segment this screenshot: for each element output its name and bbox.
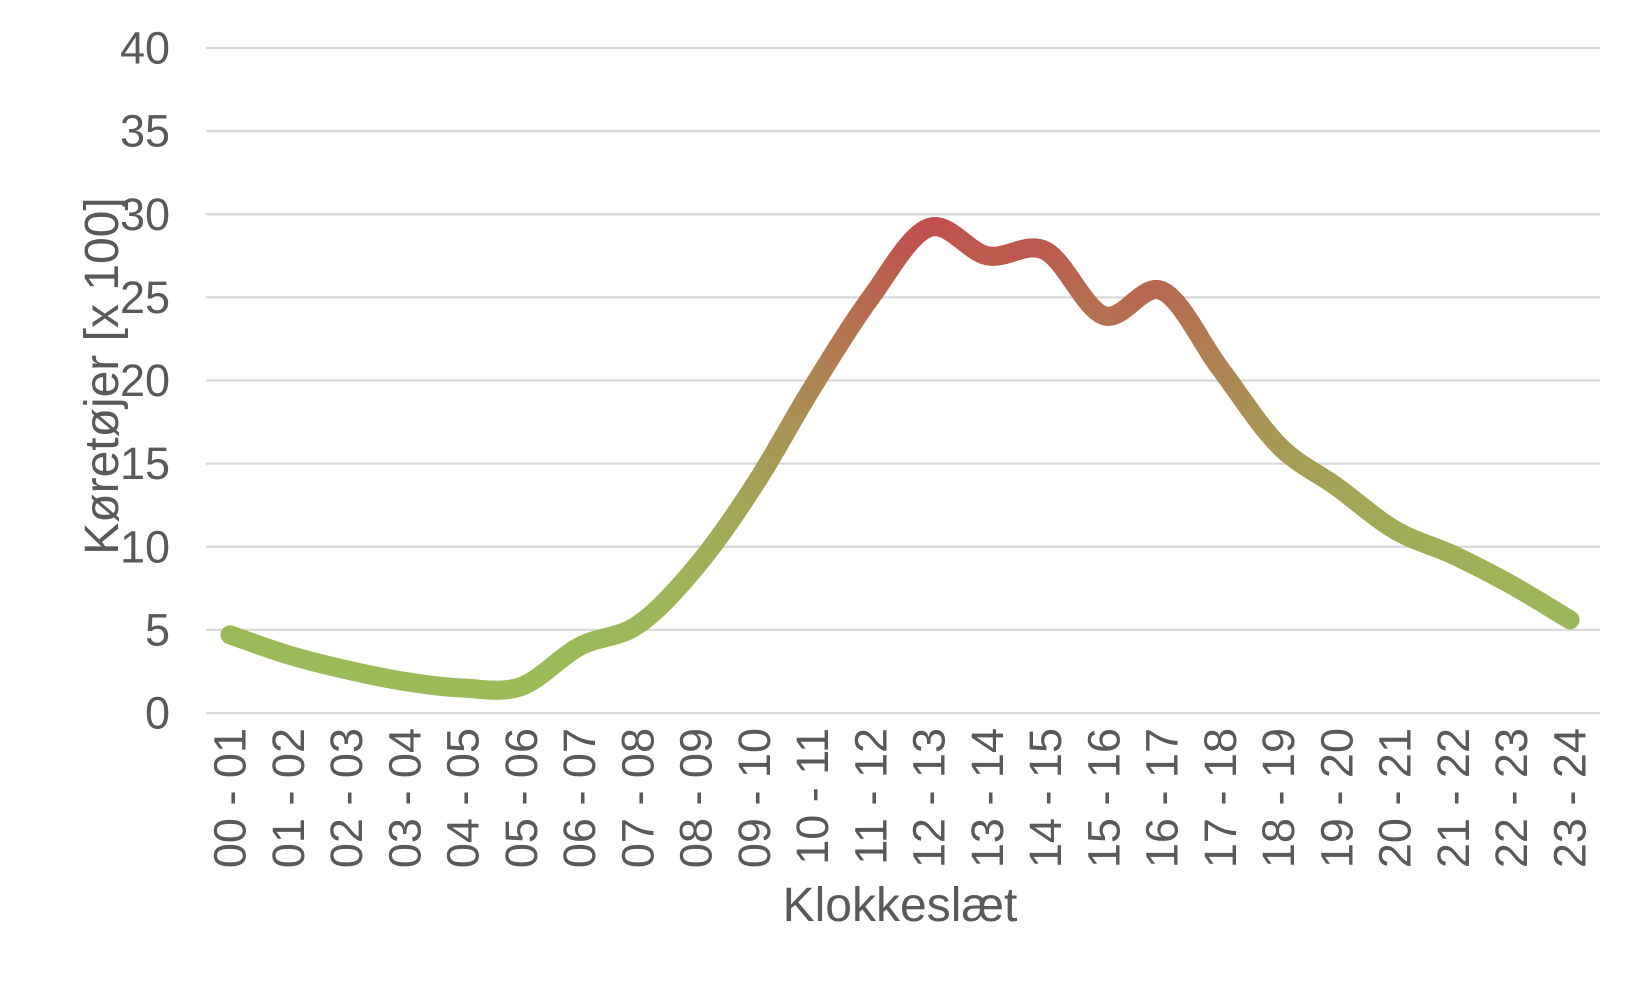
y-tick-label: 5 xyxy=(145,604,170,655)
x-tick-label: 10 - 11 xyxy=(787,728,838,865)
x-tick-label: 20 - 21 xyxy=(1370,728,1421,868)
x-tick-label: 04 - 05 xyxy=(438,728,489,868)
x-tick-label: 23 - 24 xyxy=(1545,728,1596,868)
x-tick-label: 08 - 09 xyxy=(671,728,722,868)
x-tick-label: 02 - 03 xyxy=(321,728,372,868)
y-axis-tick-labels: 0 5 10 15 20 25 30 35 40 xyxy=(120,23,170,739)
gridlines xyxy=(206,46,1600,715)
x-tick-label: 22 - 23 xyxy=(1486,728,1537,868)
x-tick-label: 05 - 06 xyxy=(496,728,547,868)
x-tick-label: 21 - 22 xyxy=(1428,728,1479,868)
y-tick-label: 20 xyxy=(120,355,170,406)
x-tick-label: 07 - 08 xyxy=(612,728,663,868)
x-tick-label: 12 - 13 xyxy=(904,728,955,868)
y-tick-label: 10 xyxy=(120,521,170,572)
line-segment xyxy=(1558,609,1580,630)
y-tick-label: 0 xyxy=(145,688,170,739)
x-tick-label: 01 - 02 xyxy=(263,728,314,868)
x-tick-label: 19 - 20 xyxy=(1311,728,1362,868)
x-axis-tick-labels: 00 - 01 01 - 02 02 - 03 03 - 04 04 - 05 05 - … xyxy=(205,728,1596,868)
x-tick-label: 03 - 04 xyxy=(379,728,430,868)
x-tick-label: 06 - 07 xyxy=(554,728,605,868)
x-tick-label: 18 - 19 xyxy=(1253,728,1304,868)
x-tick-label: 16 - 17 xyxy=(1137,728,1188,868)
x-tick-label: 09 - 10 xyxy=(729,728,780,868)
y-tick-label: 40 xyxy=(120,23,170,74)
x-tick-label: 15 - 16 xyxy=(1078,728,1129,868)
x-tick-label: 17 - 18 xyxy=(1195,728,1246,868)
y-tick-label: 35 xyxy=(120,106,170,157)
y-axis-title: Køretøjer [x 100] xyxy=(76,197,129,555)
x-tick-label: 13 - 14 xyxy=(962,728,1013,868)
x-tick-label: 00 - 01 xyxy=(205,728,256,868)
series-line xyxy=(220,217,1580,700)
y-tick-label: 15 xyxy=(120,438,170,489)
y-tick-label: 25 xyxy=(120,272,170,323)
y-tick-label: 30 xyxy=(120,189,170,240)
x-tick-label: 11 - 12 xyxy=(845,728,896,865)
x-axis-title: Klokkeslæt xyxy=(782,879,1018,932)
x-tick-label: 14 - 15 xyxy=(1020,728,1071,868)
